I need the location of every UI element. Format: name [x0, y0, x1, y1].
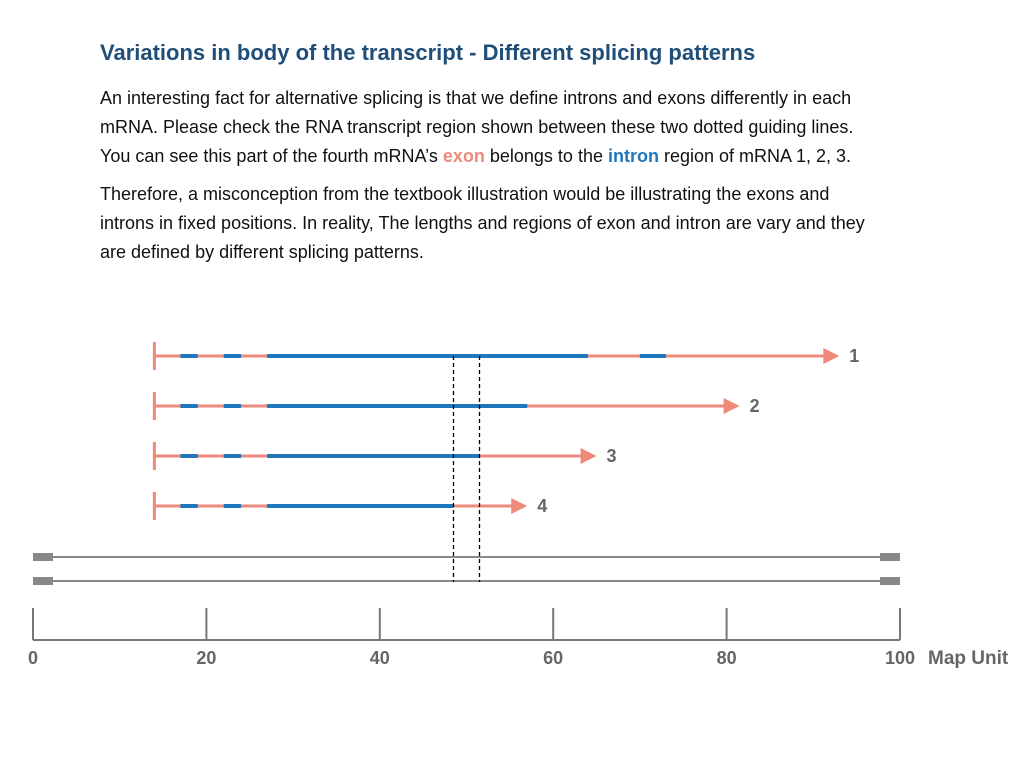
- axis-tick-label: 20: [196, 648, 216, 668]
- strand-cap-left: [33, 577, 53, 585]
- strand-cap-left: [33, 553, 53, 561]
- transcript-label: 1: [849, 346, 859, 366]
- intron-highlight: intron: [607, 146, 659, 166]
- map-unit-axis: 0 20 40 60 80 100 Map Unit: [28, 608, 1009, 669]
- axis-tick-label: 40: [370, 648, 390, 668]
- guide-lines: [452, 356, 481, 582]
- paragraph-line: introns in fixed positions. In reality, …: [100, 213, 865, 233]
- paragraph-line: You can see this part of the fourth mRNA…: [100, 146, 443, 166]
- paragraph-line: An interesting fact for alternative spli…: [100, 88, 852, 108]
- paragraph-line: mRNA. Please check the RNA transcript re…: [100, 117, 854, 137]
- paragraph-line: are defined by different splicing patter…: [100, 242, 424, 262]
- axis-tick-label: 0: [28, 648, 38, 668]
- axis-tick-label: 100: [885, 648, 915, 668]
- transcript-4: 4: [152, 492, 547, 520]
- intro-paragraph: An interesting fact for alternative spli…: [100, 84, 980, 171]
- conclusion-paragraph: Therefore, a misconception from the text…: [100, 180, 980, 267]
- axis-tick-label: 60: [543, 648, 563, 668]
- transcript-arrowhead: [511, 498, 528, 514]
- transcript-label: 2: [750, 396, 760, 416]
- page-title: Variations in body of the transcript - D…: [100, 40, 756, 65]
- transcript-arrowhead: [823, 348, 840, 364]
- transcript-1: 1: [152, 342, 859, 370]
- transcript-label: 4: [537, 496, 547, 516]
- transcript-2: 2: [152, 392, 760, 420]
- transcript-arrowhead: [723, 398, 740, 414]
- splicing-diagram: 0 20 40 60 80 100 Map Unit 1 2 3 4: [28, 342, 1009, 669]
- transcript-label: 3: [607, 446, 617, 466]
- axis-title: Map Unit: [928, 648, 1009, 669]
- paragraph-line: Therefore, a misconception from the text…: [100, 184, 830, 204]
- paragraph-line: belongs to the: [484, 146, 608, 166]
- transcripts: 1 2 3 4: [152, 342, 859, 520]
- axis-tick-label: 80: [717, 648, 737, 668]
- strand-cap-right: [880, 577, 900, 585]
- transcript-3: 3: [152, 442, 617, 470]
- exon-highlight: exon: [442, 146, 485, 166]
- strand-cap-right: [880, 553, 900, 561]
- paragraph-line: region of mRNA 1, 2, 3.: [658, 146, 852, 166]
- dna-strand: [33, 553, 900, 585]
- transcript-arrowhead: [580, 448, 597, 464]
